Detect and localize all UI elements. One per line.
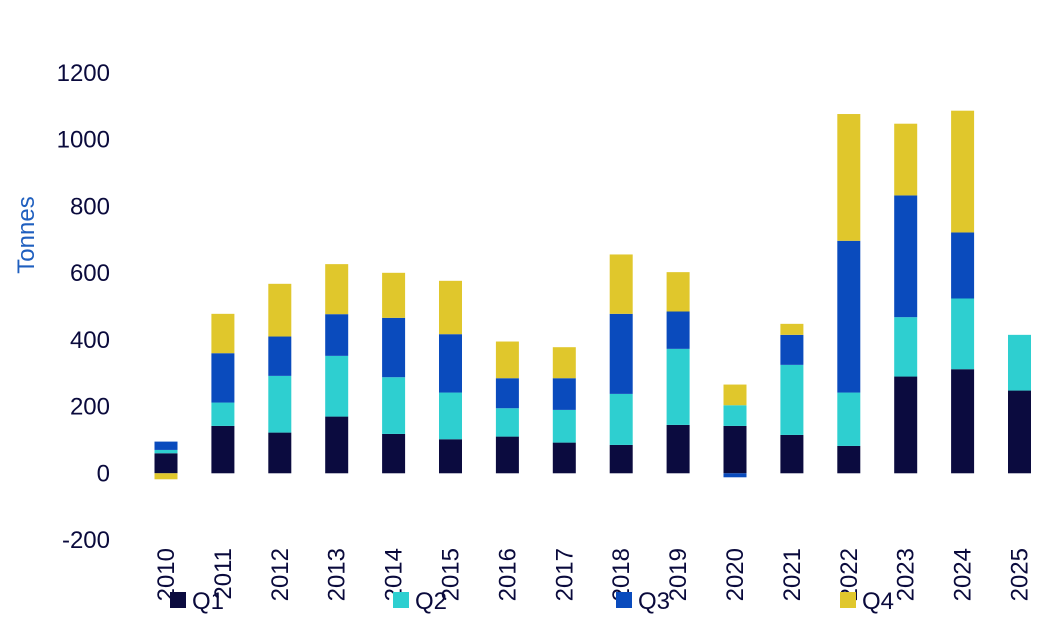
y-axis: -200 0 200 400 600 800 1000 1200 <box>57 60 110 554</box>
legend-label-q3: Q3 <box>638 588 670 615</box>
bar-q4-2010 <box>154 473 178 480</box>
bar-q1-2019 <box>666 424 690 474</box>
bar-q4-2020 <box>723 384 747 406</box>
bar-q3-2022 <box>837 240 861 393</box>
bar-q3-2014 <box>382 317 406 378</box>
bar-q4-2013 <box>325 264 349 315</box>
bar-q4-2022 <box>837 114 861 241</box>
legend: Q1 Q2 Q3 Q4 <box>170 588 894 615</box>
bar-q3-2015 <box>439 334 462 393</box>
legend-label-q4: Q4 <box>862 588 894 615</box>
bar-q1-2014 <box>382 433 406 474</box>
bar-q1-2013 <box>325 416 349 474</box>
bar-q4-2012 <box>268 283 292 337</box>
bar-q1-2020 <box>723 425 747 474</box>
x-tick-label: 2017 <box>551 548 578 601</box>
bar-q1-2015 <box>439 439 462 474</box>
bar-q3-2020 <box>723 473 747 478</box>
legend-swatch-q4 <box>840 592 856 608</box>
bar-q2-2012 <box>268 375 292 433</box>
x-tick-label: 2016 <box>494 548 521 601</box>
legend-swatch-q1 <box>170 592 186 608</box>
bar-q3-2023 <box>894 195 918 318</box>
bar-q2-2013 <box>325 355 349 417</box>
x-tick-label: 2015 <box>438 548 465 601</box>
bar-q3-2012 <box>268 336 292 376</box>
bar-q1-2022 <box>837 445 861 474</box>
x-tick-label: 2024 <box>950 548 977 601</box>
bar-q1-2023 <box>894 376 918 474</box>
x-tick-label: 2012 <box>267 548 294 601</box>
bars <box>154 110 1031 480</box>
bar-q3-2011 <box>211 353 235 403</box>
x-tick-label: 2011 <box>210 548 237 600</box>
x-tick-label: 2021 <box>779 548 806 601</box>
x-tick-label: 2020 <box>722 548 749 601</box>
y-tick-label: -200 <box>62 527 110 554</box>
x-axis: 2010 2011 2012 2013 2014 2015 2016 2017 2018 2019… <box>153 548 1034 601</box>
bar-q2-2020 <box>723 405 747 426</box>
bar-q4-2024 <box>951 110 975 233</box>
bar-q3-2019 <box>666 311 690 349</box>
bar-q4-2014 <box>382 272 406 318</box>
y-tick-label: 1000 <box>57 127 110 154</box>
bar-q1-2012 <box>268 432 292 474</box>
bar-q3-2010 <box>154 441 178 450</box>
bar-q2-2018 <box>609 393 633 445</box>
bar-q1-2016 <box>495 436 519 474</box>
bar-q1-2010 <box>154 453 178 474</box>
y-tick-label: 200 <box>70 394 110 421</box>
bar-q4-2018 <box>609 254 633 314</box>
y-tick-label: 800 <box>70 193 110 220</box>
bar-q3-2013 <box>325 314 349 356</box>
bar-q4-2016 <box>495 341 519 379</box>
bar-q2-2019 <box>666 348 690 425</box>
bar-q4-2021 <box>780 323 804 335</box>
bar-q2-2014 <box>382 377 406 434</box>
bar-q2-2023 <box>894 317 918 377</box>
y-tick-label: 600 <box>70 260 110 287</box>
bar-q2-2016 <box>495 408 519 437</box>
legend-swatch-q2 <box>393 592 409 608</box>
bar-q4-2017 <box>552 347 576 379</box>
bar-q3-2016 <box>495 378 519 409</box>
bar-q3-2021 <box>780 334 804 365</box>
x-tick-label: 2013 <box>324 548 351 601</box>
bar-q4-2015 <box>439 280 462 335</box>
x-tick-label: 2019 <box>665 548 692 601</box>
bar-q2-2025 <box>1008 334 1031 391</box>
legend-label-q1: Q1 <box>192 588 224 615</box>
bar-q2-2011 <box>211 402 235 426</box>
bar-q1-2018 <box>609 444 633 474</box>
bar-q4-2011 <box>211 313 235 354</box>
bar-q2-2015 <box>439 392 462 440</box>
y-tick-label: 400 <box>70 327 110 354</box>
bar-q2-2021 <box>780 364 804 435</box>
bar-q4-2023 <box>894 123 918 196</box>
bar-q2-2022 <box>837 392 861 446</box>
bar-q1-2024 <box>951 369 975 474</box>
legend-swatch-q3 <box>616 592 632 608</box>
bar-q4-2019 <box>666 272 690 312</box>
bar-q3-2024 <box>951 232 975 299</box>
bar-q1-2011 <box>211 425 235 474</box>
y-axis-label: Tonnes <box>13 196 40 273</box>
x-tick-label: 2025 <box>1007 548 1034 601</box>
legend-label-q2: Q2 <box>415 588 447 615</box>
x-tick-label: 2023 <box>893 548 920 601</box>
bar-q2-2010 <box>154 449 178 454</box>
bar-q1-2021 <box>780 434 804 474</box>
y-tick-label: 0 <box>97 460 110 487</box>
y-tick-label: 1200 <box>57 60 110 87</box>
bar-q1-2017 <box>552 442 576 474</box>
bar-q1-2025 <box>1008 390 1031 474</box>
bar-q3-2018 <box>609 313 633 394</box>
bar-q2-2024 <box>951 298 975 370</box>
bar-q3-2017 <box>552 378 576 410</box>
bar-q2-2017 <box>552 409 576 443</box>
